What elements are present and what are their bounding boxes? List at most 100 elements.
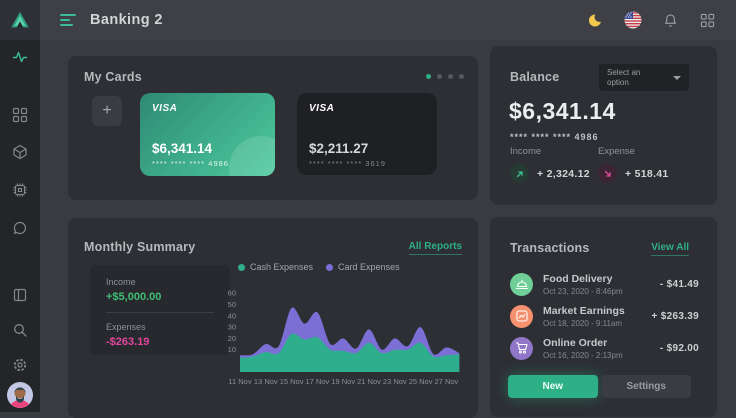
svg-text:15 Nov: 15 Nov <box>280 377 304 386</box>
expense-arrow-badge <box>598 164 617 183</box>
sidebar-item-settings[interactable] <box>12 357 28 373</box>
expense-value: + 518.41 <box>625 167 669 180</box>
svg-text:23 Nov: 23 Nov <box>383 377 407 386</box>
divider <box>106 312 214 313</box>
notifications-button[interactable] <box>661 11 679 29</box>
svg-text:25 Nov: 25 Nov <box>409 377 433 386</box>
language-selector[interactable] <box>624 11 642 29</box>
dashboard-grid-icon <box>12 107 28 123</box>
transaction-name: Food Delivery <box>543 272 613 285</box>
search-icon <box>14 324 27 337</box>
settings-button[interactable]: Settings <box>601 375 691 398</box>
transactions-panel: Transactions View All Food Delivery Oct … <box>490 217 717 417</box>
sidebar-item-search[interactable] <box>12 322 28 338</box>
expenses-value: -$263.19 <box>106 336 150 348</box>
arrow-up-right-icon <box>516 170 523 177</box>
all-reports-link[interactable]: All Reports <box>408 241 462 255</box>
dropdown-selected-value: Select an option <box>607 67 641 87</box>
monthly-summary-title: Monthly Summary <box>84 240 196 254</box>
svg-text:60: 60 <box>228 289 236 298</box>
my-cards-panel: My Cards + VISA $6,341.14 **** **** ****… <box>68 56 478 200</box>
sidebar-item-messages[interactable] <box>12 220 28 236</box>
cube-icon <box>13 144 27 160</box>
income-value: + 2,324.12 <box>537 167 590 180</box>
food-cloche-icon <box>510 272 533 296</box>
expense-summary: Expense + 518.41 <box>598 146 669 183</box>
topbar: Banking 2 <box>40 0 736 40</box>
bell-icon <box>664 13 676 27</box>
svg-text:13 Nov: 13 Nov <box>254 377 278 386</box>
card-number-mask: **** **** **** 3619 <box>309 159 386 168</box>
shopping-cart-icon <box>510 336 533 360</box>
sidebar-item-dashboard[interactable] <box>12 107 28 123</box>
us-flag-icon <box>624 11 642 29</box>
logo-triangle-icon <box>11 11 29 28</box>
layout-icon <box>13 288 27 302</box>
transaction-date: Oct 18, 2020 - 9:11am <box>543 318 623 328</box>
cpu-icon <box>13 183 27 197</box>
sidebar-item-panels[interactable] <box>12 287 28 303</box>
card-balance: $2,211.27 <box>309 141 369 156</box>
chart-legend: Cash Expenses Card Expenses <box>238 262 400 272</box>
transaction-row[interactable]: Market Earnings Oct 18, 2020 - 9:11am + … <box>510 303 699 329</box>
monthly-summary-panel: Monthly Summary All Reports Income +$5,0… <box>68 218 478 418</box>
svg-text:19 Nov: 19 Nov <box>331 377 355 386</box>
arrow-down-right-icon <box>604 170 611 177</box>
transaction-amount: - $92.00 <box>659 342 699 354</box>
income-label: Income <box>510 146 542 157</box>
chevron-down-icon <box>673 75 681 80</box>
income-summary: Income + 2,324.12 <box>510 146 590 183</box>
gear-icon <box>13 358 27 372</box>
balance-amount: $6,341.14 <box>509 98 616 124</box>
transaction-date: Oct 23, 2020 - 8:46pm <box>543 286 623 296</box>
card-number-mask: **** **** **** 4986 <box>152 159 229 168</box>
app-logo[interactable] <box>0 0 40 40</box>
view-all-link[interactable]: View All <box>651 242 689 256</box>
svg-text:21 Nov: 21 Nov <box>357 377 381 386</box>
svg-text:50: 50 <box>228 300 236 309</box>
svg-text:11 Nov: 11 Nov <box>228 377 251 386</box>
chat-icon <box>13 221 27 235</box>
sidebar-item-activity[interactable] <box>12 49 28 65</box>
transactions-title: Transactions <box>510 241 590 255</box>
svg-text:30: 30 <box>228 323 236 332</box>
transaction-name: Online Order <box>543 336 608 349</box>
bank-card-secondary[interactable]: VISA $2,211.27 **** **** **** 3619 <box>297 93 437 175</box>
income-arrow-badge <box>510 164 529 183</box>
balance-panel: Balance Select an option $6,341.14 **** … <box>490 46 717 205</box>
transaction-amount: + $263.39 <box>651 310 699 322</box>
my-cards-title: My Cards <box>84 70 142 84</box>
card-brand: VISA <box>309 103 335 114</box>
new-transaction-button[interactable]: New <box>508 375 598 398</box>
svg-text:17 Nov: 17 Nov <box>306 377 330 386</box>
income-value: +$5,000.00 <box>106 291 162 303</box>
svg-text:10: 10 <box>228 345 236 354</box>
user-avatar[interactable] <box>7 382 33 408</box>
balance-account-dropdown[interactable]: Select an option <box>599 64 689 91</box>
card-decor-circle <box>229 136 275 176</box>
transaction-row[interactable]: Food Delivery Oct 23, 2020 - 8:46pm - $4… <box>510 271 699 297</box>
activity-icon <box>12 51 28 63</box>
apps-menu-button[interactable] <box>698 11 716 29</box>
svg-text:27 Nov: 27 Nov <box>435 377 459 386</box>
sidebar-item-system[interactable] <box>12 182 28 198</box>
expenses-label: Expenses <box>106 322 146 332</box>
cards-carousel-dots[interactable] <box>426 74 464 79</box>
transaction-row[interactable]: Online Order Oct 16, 2020 - 2:13pm - $92… <box>510 335 699 361</box>
sidebar-item-products[interactable] <box>12 144 28 160</box>
apps-grid-icon <box>700 13 714 27</box>
theme-toggle[interactable] <box>587 11 605 29</box>
sidebar <box>0 0 40 412</box>
chart-image-icon <box>510 304 533 328</box>
svg-text:40: 40 <box>228 311 236 320</box>
card-balance: $6,341.14 <box>152 141 213 156</box>
avatar-image <box>7 382 33 408</box>
balance-card-mask: **** **** **** 4986 <box>510 132 599 142</box>
svg-text:20: 20 <box>228 334 236 343</box>
monthly-chart: 10 20 30 40 50 60 11 Nov 13 Nov 15 Nov 17 Nov 19 N… <box>228 289 460 386</box>
bank-card-primary[interactable]: VISA $6,341.14 **** **** **** 4986 <box>140 93 275 176</box>
menu-toggle-icon[interactable] <box>60 14 76 26</box>
add-card-button[interactable]: + <box>92 96 122 126</box>
moon-icon <box>589 12 604 27</box>
transaction-name: Market Earnings <box>543 304 625 317</box>
